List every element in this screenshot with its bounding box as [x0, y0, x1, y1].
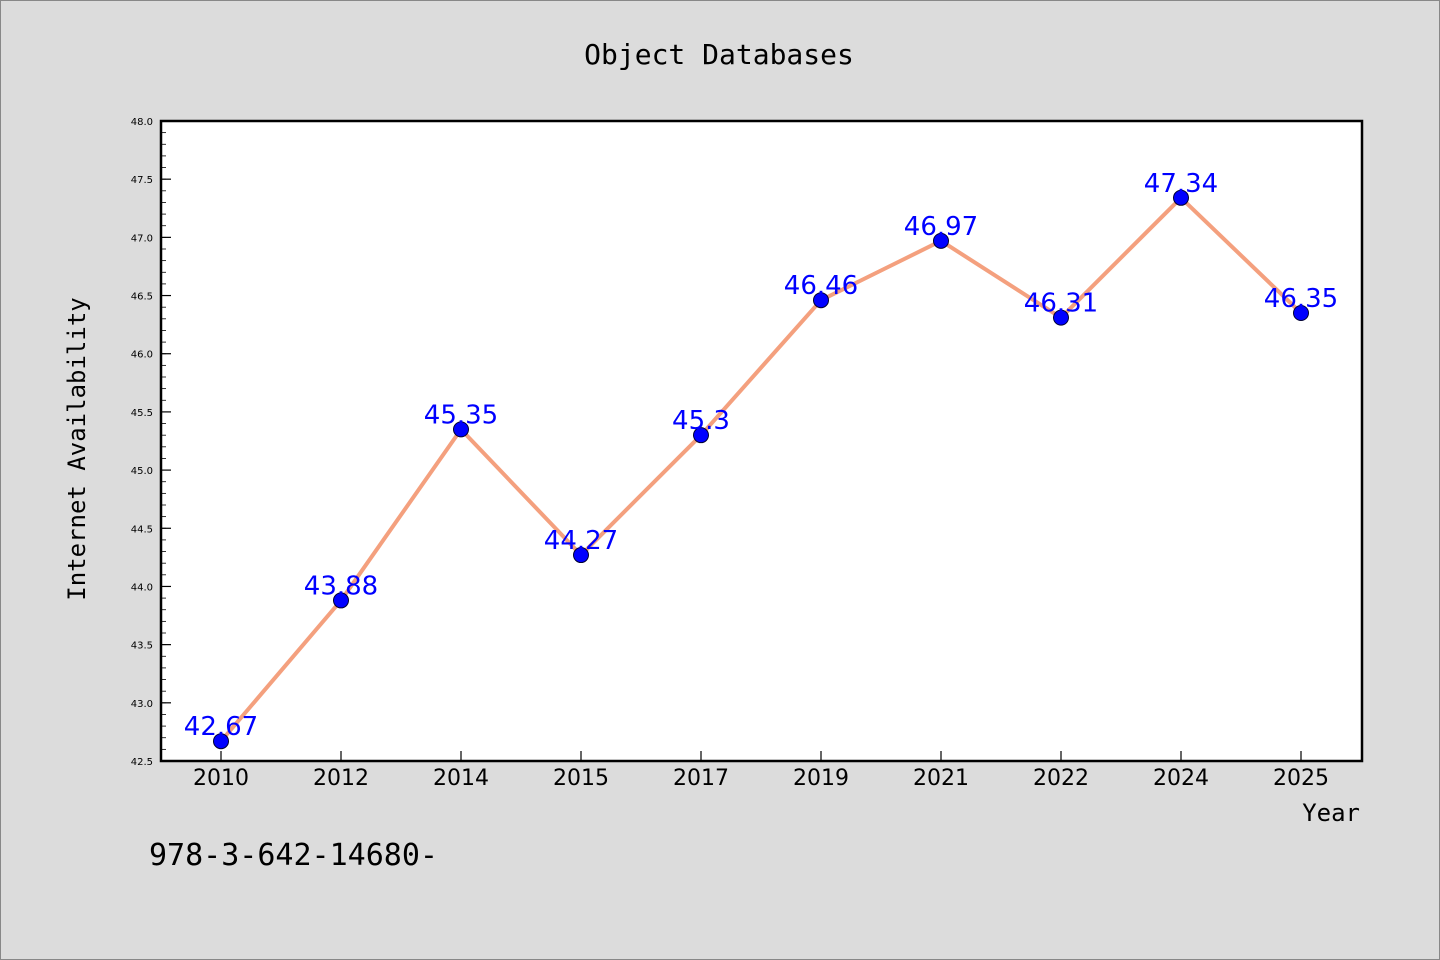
data-label: 42.67 [184, 712, 258, 742]
y-tick-label: 46.5 [131, 292, 153, 303]
data-point [1293, 305, 1309, 321]
x-tick-label: 2010 [193, 766, 249, 791]
data-label: 46.97 [904, 212, 978, 242]
data-label: 46.35 [1264, 284, 1338, 314]
y-tick-label: 43.0 [131, 699, 153, 710]
data-label: 46.31 [1024, 289, 1098, 319]
data-point [213, 733, 229, 750]
y-tick-label: 42.5 [131, 757, 153, 768]
data-label: 45.35 [424, 400, 498, 430]
data-label: 43.88 [304, 571, 378, 601]
y-tick-label: 43.5 [131, 641, 153, 652]
data-point [333, 592, 349, 609]
x-tick-label: 2015 [553, 766, 609, 791]
x-tick-label: 2014 [433, 766, 489, 791]
y-axis-title: Internet Availability [63, 297, 91, 600]
y-tick-label: 47.5 [131, 175, 153, 186]
x-tick-label: 2012 [313, 766, 369, 791]
y-axis-minor-ticks [161, 120, 166, 762]
data-point [1173, 189, 1189, 206]
x-tick-label: 2019 [793, 766, 849, 791]
series-markers [213, 189, 1309, 750]
y-tick-label: 44.5 [131, 524, 153, 535]
data-point [453, 421, 469, 438]
y-tick-label: 47.0 [131, 233, 153, 244]
chart-title: Object Databases [584, 38, 854, 71]
x-axis-title: Year [1302, 799, 1360, 827]
data-point [813, 292, 829, 309]
data-label: 47.34 [1144, 169, 1218, 199]
data-point [693, 427, 709, 444]
plot-area [159, 119, 1364, 763]
x-tick-label: 2025 [1273, 766, 1329, 791]
x-tick-label: 2022 [1033, 766, 1089, 791]
data-point [573, 547, 589, 564]
y-tick-label: 44.0 [131, 582, 153, 593]
y-tick-label: 48.0 [131, 117, 153, 128]
x-axis: 2010 2012 2014 2015 2017 2019 2021 2022 2024 2025 [193, 751, 1329, 791]
data-label: 44.27 [544, 526, 618, 556]
series-line [219, 195, 1303, 743]
data-label: 46.46 [784, 271, 858, 301]
x-tick-label: 2017 [673, 766, 729, 791]
y-tick-label: 45.5 [131, 408, 153, 419]
data-label: 45.3 [672, 406, 730, 436]
data-labels: 42.67 43.88 45.35 44.27 45.3 46.46 46.97 46.31 4… [184, 169, 1338, 742]
y-tick-label: 45.0 [131, 466, 153, 477]
data-point [1053, 309, 1069, 326]
x-tick-label: 2024 [1153, 766, 1209, 791]
footer-code: 978-3-642-14680- [149, 838, 438, 873]
y-tick-label: 46.0 [131, 350, 153, 361]
data-point [933, 232, 949, 249]
x-tick-label: 2021 [913, 766, 969, 791]
